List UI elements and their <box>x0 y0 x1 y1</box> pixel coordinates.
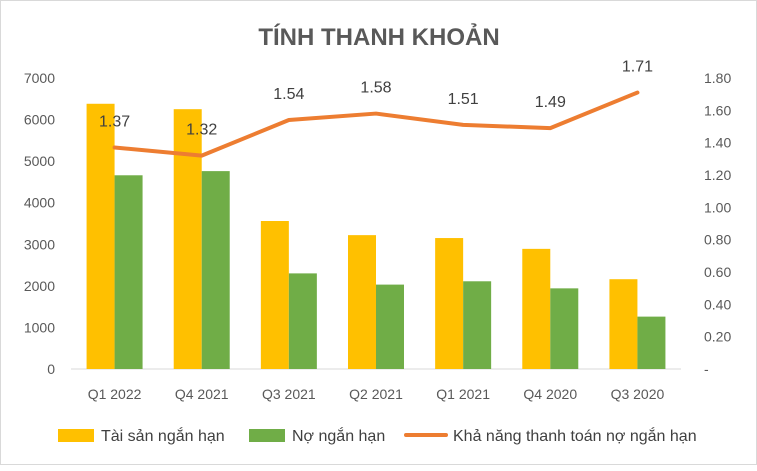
y-right-tick-label: 0.60 <box>704 264 731 280</box>
y-right-tick-label: 1.20 <box>704 167 731 183</box>
y-right-tick-label: 1.40 <box>704 135 731 151</box>
y-left-tick-label: 3000 <box>24 236 55 252</box>
x-tick-label: Q1 2022 <box>88 386 142 402</box>
y-left-tick-label: 2000 <box>24 278 55 294</box>
x-tick-label: Q4 2020 <box>523 386 577 402</box>
bar-tai-san-ngan-han <box>348 235 376 369</box>
x-tick-label: Q2 2021 <box>349 386 403 402</box>
x-tick-label: Q1 2021 <box>436 386 490 402</box>
bar-no-ngan-han <box>115 175 143 369</box>
bar-no-ngan-han <box>637 317 665 369</box>
line-data-label: 1.32 <box>186 122 217 139</box>
legend-swatch <box>249 429 285 442</box>
line-data-label: 1.71 <box>622 59 653 76</box>
y-left-tick-label: 4000 <box>24 195 55 211</box>
y-right-tick-label: 0.80 <box>704 232 731 248</box>
y-right-tick-label: 0.20 <box>704 329 731 345</box>
bar-no-ngan-han <box>463 281 491 369</box>
bar-tai-san-ngan-han <box>522 249 550 369</box>
line-data-label: 1.49 <box>535 94 566 111</box>
y-left-tick-label: 5000 <box>24 153 55 169</box>
y-right-tick-label: 1.80 <box>704 70 731 86</box>
x-tick-label: Q4 2021 <box>175 386 229 402</box>
y-left-tick-label: 6000 <box>24 112 55 128</box>
x-tick-label: Q3 2021 <box>262 386 316 402</box>
legend-label: Tài sản ngắn hạn <box>101 426 225 445</box>
chart-title: TÍNH THANH KHOẢN <box>258 22 499 51</box>
legend-label: Nợ ngắn hạn <box>292 426 385 445</box>
bar-tai-san-ngan-han <box>261 221 289 369</box>
legend-swatch <box>58 429 94 442</box>
bar-no-ngan-han <box>202 171 230 369</box>
y-left-tick-label: 0 <box>47 361 55 377</box>
line-data-label: 1.58 <box>360 80 391 97</box>
y-right-tick-label: 1.60 <box>704 102 731 118</box>
y-left-tick-label: 7000 <box>24 70 55 86</box>
y-left-tick-label: 1000 <box>24 319 55 335</box>
y-right-tick-label: 1.00 <box>704 199 731 215</box>
y-right-tick-label: - <box>704 361 709 377</box>
bar-tai-san-ngan-han <box>87 104 115 369</box>
bar-no-ngan-han <box>550 288 578 369</box>
bar-tai-san-ngan-han <box>435 238 463 369</box>
line-data-label: 1.51 <box>448 91 479 108</box>
bar-no-ngan-han <box>289 273 317 369</box>
bar-tai-san-ngan-han <box>174 109 202 369</box>
line-data-label: 1.37 <box>99 114 130 131</box>
x-tick-label: Q3 2020 <box>611 386 665 402</box>
bar-tai-san-ngan-han <box>609 279 637 369</box>
bar-no-ngan-han <box>376 285 404 369</box>
y-right-tick-label: 0.40 <box>704 296 731 312</box>
legend-label: Khả năng thanh toán nợ ngắn hạn <box>453 426 697 445</box>
line-data-label: 1.54 <box>273 86 304 103</box>
